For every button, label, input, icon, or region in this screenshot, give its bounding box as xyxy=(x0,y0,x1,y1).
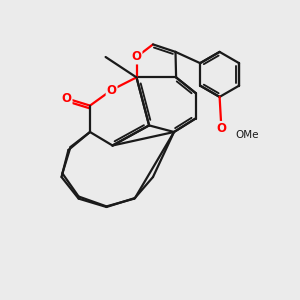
Text: O: O xyxy=(216,122,226,135)
Text: O: O xyxy=(61,92,72,105)
Text: O: O xyxy=(131,50,142,64)
Text: OMe: OMe xyxy=(236,130,259,140)
Text: O: O xyxy=(106,83,117,97)
